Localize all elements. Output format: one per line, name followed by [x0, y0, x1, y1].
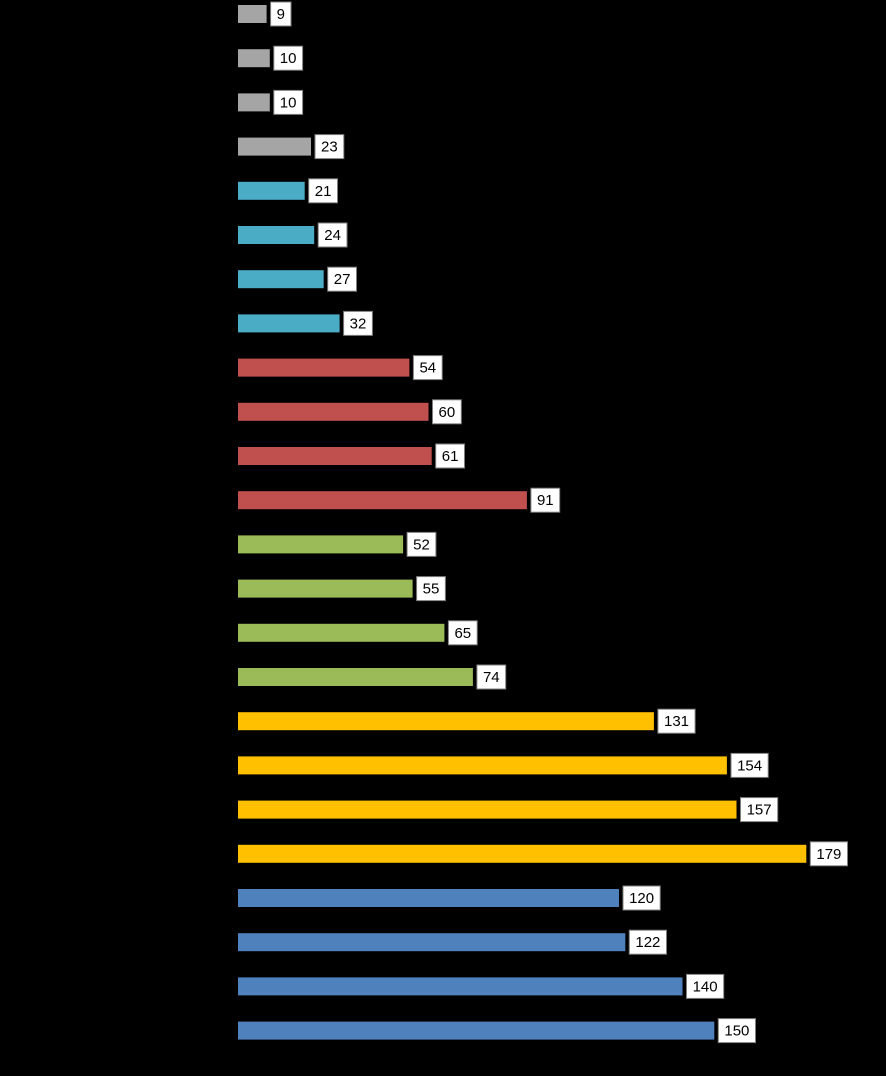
data-label-box-1: [270, 1, 292, 27]
data-label-box-2: [273, 45, 304, 71]
data-label-18: 154: [737, 757, 762, 774]
data-label-box-20: [809, 841, 848, 867]
data-label-box-8: [343, 310, 373, 336]
data-label-23: 140: [693, 978, 718, 995]
data-label-box-17: [657, 708, 696, 734]
bar-10: [238, 402, 429, 421]
data-label-box-6: [317, 222, 348, 248]
data-label-17: 131: [664, 713, 689, 730]
data-label-box-21: [622, 885, 661, 911]
bar-8: [238, 314, 340, 333]
data-label-11: 61: [442, 448, 459, 465]
data-label-box-23: [686, 973, 725, 999]
data-label-box-16: [476, 664, 507, 690]
data-label-24: 150: [724, 1023, 749, 1040]
data-label-box-5: [308, 178, 339, 204]
data-label-7: 27: [334, 271, 351, 288]
data-label-15: 65: [454, 625, 471, 642]
data-label-3: 10: [280, 94, 297, 111]
data-label-13: 52: [413, 536, 430, 553]
data-label-box-24: [717, 1018, 756, 1044]
data-label-box-15: [447, 620, 478, 646]
bar-18: [238, 756, 727, 775]
bar-2: [238, 49, 270, 68]
data-label-12: 91: [537, 492, 554, 509]
bar-11: [238, 447, 432, 465]
bar-7: [238, 270, 324, 289]
bar-1: [238, 5, 267, 23]
data-label-box-9: [412, 355, 443, 381]
bar-22: [238, 933, 626, 952]
data-label-20: 179: [816, 846, 841, 863]
bar-6: [238, 226, 315, 244]
data-label-19: 157: [747, 802, 772, 819]
data-label-box-22: [628, 929, 667, 955]
bar-17: [238, 712, 654, 731]
data-label-14: 55: [423, 581, 440, 598]
data-label-1: 9: [277, 6, 285, 23]
data-label-8: 32: [350, 315, 367, 332]
data-label-16: 74: [483, 669, 500, 686]
bar-24: [238, 1021, 715, 1040]
bar-3: [238, 93, 270, 112]
bar-4: [238, 137, 311, 156]
bar-5: [238, 181, 305, 200]
data-label-box-13: [406, 531, 437, 557]
data-label-box-18: [730, 752, 769, 778]
bar-20: [238, 844, 807, 863]
data-labels-group: 9 10 10 23 21 24 27 32 54 60 61 91 52 55 65 74 131 154 157…: [270, 1, 848, 1044]
data-label-6: 24: [324, 227, 341, 244]
bars-group: [238, 5, 807, 1040]
data-label-22: 122: [635, 934, 660, 951]
bar-19: [238, 800, 737, 819]
data-label-box-14: [416, 576, 446, 602]
bar-9: [238, 358, 410, 377]
data-label-box-12: [530, 487, 561, 513]
data-label-box-4: [314, 134, 345, 160]
data-label-2: 10: [280, 50, 297, 67]
bar-15: [238, 623, 445, 642]
bar-14: [238, 579, 413, 598]
data-label-box-10: [432, 399, 462, 425]
data-label-21: 120: [629, 890, 654, 907]
bar-21: [238, 889, 619, 907]
bar-13: [238, 535, 404, 554]
data-label-10: 60: [439, 404, 456, 421]
bar-16: [238, 668, 473, 686]
data-label-5: 21: [315, 183, 332, 200]
data-label-box-3: [273, 89, 304, 115]
data-label-box-7: [327, 266, 358, 292]
data-label-4: 23: [321, 139, 338, 156]
data-label-9: 54: [419, 360, 436, 377]
data-label-box-11: [435, 443, 466, 469]
data-label-box-19: [740, 797, 779, 823]
bar-12: [238, 491, 527, 510]
bar-23: [238, 977, 683, 996]
